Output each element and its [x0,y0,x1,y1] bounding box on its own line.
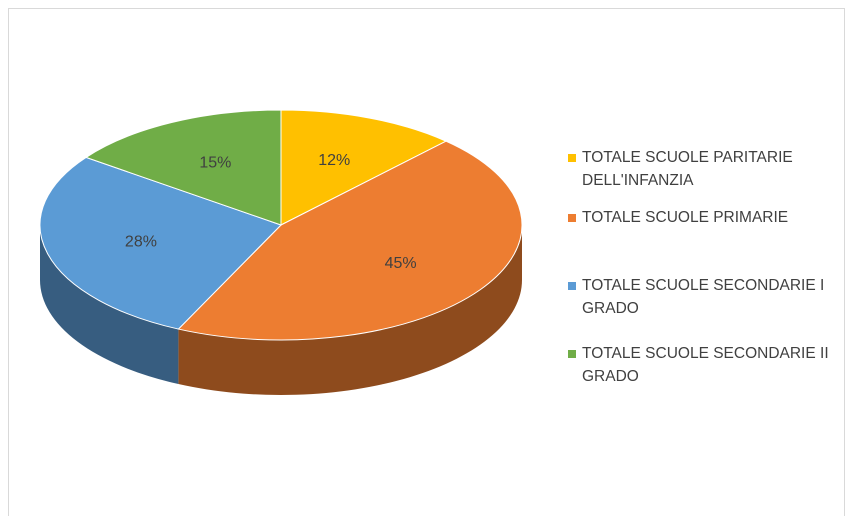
data-label: 12% [318,152,350,169]
legend-swatch [568,350,576,358]
slice [177,140,523,341]
legend-label: TOTALE SCUOLE PARITARIE DELL'INFANZIA [582,149,793,189]
legend-label: TOTALE SCUOLE SECONDARIE II GRADO [582,345,829,385]
slice [280,109,448,226]
slice [39,156,282,330]
legend-entry: TOTALE SCUOLE PARITARIE DELL'INFANZIA [568,146,830,192]
pie-tops [39,109,523,341]
pie-labels: 12% 45% 28% 15% [125,152,417,272]
data-label: 28% [125,233,157,250]
data-label: 45% [385,255,417,272]
pie-sides [40,225,522,396]
slice-side [40,225,179,385]
legend-swatch [568,214,576,222]
legend-swatch [568,154,576,162]
slice [84,109,282,226]
legend-label: TOTALE SCUOLE PRIMARIE [582,209,789,226]
legend-entry: TOTALE SCUOLE SECONDARIE II GRADO [568,342,830,388]
data-label: 15% [199,155,231,172]
legend-swatch [568,282,576,290]
slice-side [178,225,522,396]
legend-entry: TOTALE SCUOLE PRIMARIE [568,206,830,229]
legend-label: TOTALE SCUOLE SECONDARIE I GRADO [582,277,825,317]
legend-entry: TOTALE SCUOLE SECONDARIE I GRADO [568,274,830,320]
